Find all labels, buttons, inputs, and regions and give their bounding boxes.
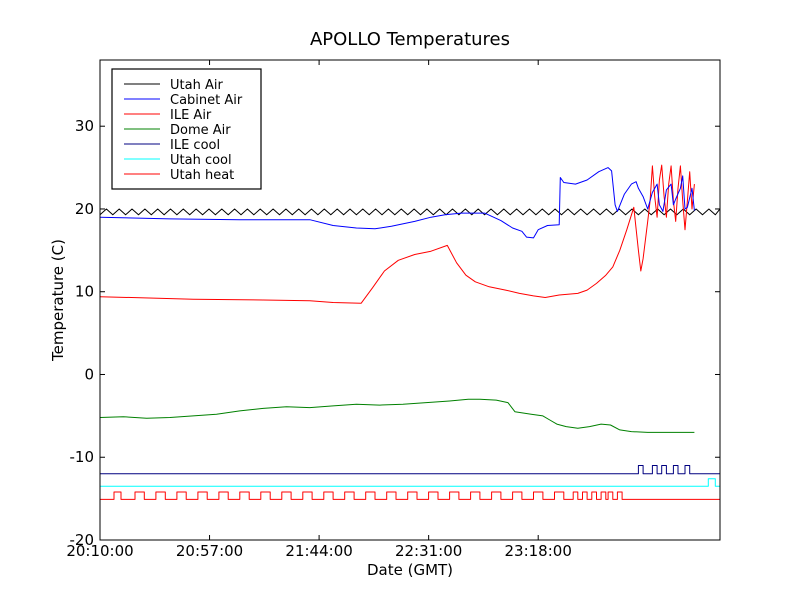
legend-label-utah-cool: Utah cool: [170, 153, 232, 168]
y-tick-label: -10: [70, 448, 95, 466]
x-tick-label: 23:18:00: [505, 542, 572, 560]
series-line-ile-air: [100, 164, 695, 304]
legend-label-ile-cool: ILE cool: [170, 138, 220, 153]
y-axis: -20 -10 0 10 20 30: [70, 117, 720, 549]
x-tick-label: 21:44:00: [285, 542, 352, 560]
y-tick-label: 30: [75, 117, 94, 135]
legend-label-ile-air: ILE Air: [170, 108, 212, 123]
x-axis-label: Date (GMT): [367, 561, 453, 579]
series-line-dome-air: [100, 398, 695, 433]
y-axis-label: Temperature (C): [49, 239, 67, 362]
y-tick-label: 10: [75, 283, 94, 301]
chart-title: APOLLO Temperatures: [310, 29, 510, 50]
legend-label-dome-air: Dome Air: [170, 123, 231, 138]
y-tick-label: 0: [84, 365, 94, 383]
x-tick-label: 20:57:00: [176, 542, 243, 560]
series-line-utah-cool: [100, 478, 720, 487]
series-line-utah-air: [100, 208, 720, 216]
x-axis: 20:10:00 20:57:00 21:44:00 22:31:00 23:18:00: [66, 60, 572, 560]
legend-label-utah-heat: Utah heat: [170, 168, 234, 183]
legend-label-utah-air: Utah Air: [170, 78, 223, 93]
series-line-utah-heat: [100, 491, 720, 500]
x-tick-label: 22:31:00: [395, 542, 462, 560]
y-tick-label: -20: [70, 531, 95, 549]
legend-label-cabinet-air: Cabinet Air: [170, 93, 243, 108]
y-tick-label: 20: [75, 200, 94, 218]
series-line-ile-cool: [100, 465, 720, 475]
plot-frame: [99, 59, 721, 541]
x-tick-label: 20:10:00: [66, 542, 133, 560]
series-line-cabinet-air: [100, 167, 695, 239]
series-layer: [100, 164, 720, 500]
